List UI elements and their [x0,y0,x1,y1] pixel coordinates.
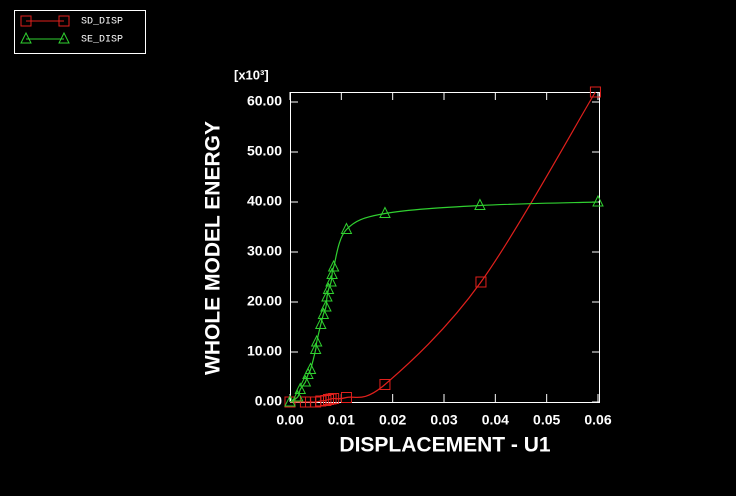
y-tick-label: 20.00 [247,293,282,309]
marker-triangle [58,31,70,44]
marker-triangle [317,307,330,319]
marker-triangle [320,299,332,312]
series-line [290,91,596,403]
marker-triangle [340,222,353,234]
x-tick-label: 0.00 [276,412,303,428]
y-tick-label: 0.00 [255,393,282,409]
x-axis-title: DISPLACEMENT - U1 [339,434,551,457]
marker-triangle [310,334,323,347]
x-tick-label: 0.03 [430,412,457,428]
marker-triangle [321,289,333,302]
marker-square [475,276,487,288]
marker-triangle [314,317,327,329]
marker-triangle [299,374,312,387]
y-tick-label: 30.00 [247,243,282,259]
marker-square [589,86,601,98]
y-tick-label: 40.00 [247,193,282,209]
plot-frame [290,92,600,403]
y-tick-label: 60.00 [247,93,282,109]
marker-square [20,15,32,27]
marker-square [58,15,70,27]
x-tick-label: 0.05 [533,412,560,428]
x-tick-label: 0.01 [328,412,355,428]
marker-triangle [291,389,304,402]
marker-triangle [322,282,335,294]
y-multiplier: [x10³] [234,67,269,82]
y-tick-label: 10.00 [247,343,282,359]
marker-triangle [379,206,391,218]
y-axis-title: WHOLE MODEL ENERGY [202,121,225,375]
marker-triangle [20,31,32,44]
marker-triangle [304,362,317,374]
y-tick-label: 50.00 [247,143,282,159]
marker-square [379,379,391,390]
legend-label: SD_DISP [81,17,123,28]
marker-triangle [592,194,604,207]
marker-square [340,392,352,403]
x-tick-label: 0.02 [379,412,406,428]
marker-triangle [474,198,486,210]
marker-triangle [326,267,338,279]
marker-triangle [294,382,307,394]
marker-triangle [309,342,322,354]
x-tick-label: 0.06 [584,412,611,428]
series-line [289,201,599,403]
marker-triangle [325,274,337,287]
marker-triangle [327,259,340,272]
legend-box [14,10,146,54]
marker-square [328,393,340,404]
x-tick-label: 0.04 [482,412,509,428]
legend-label: SE_DISP [81,35,123,46]
